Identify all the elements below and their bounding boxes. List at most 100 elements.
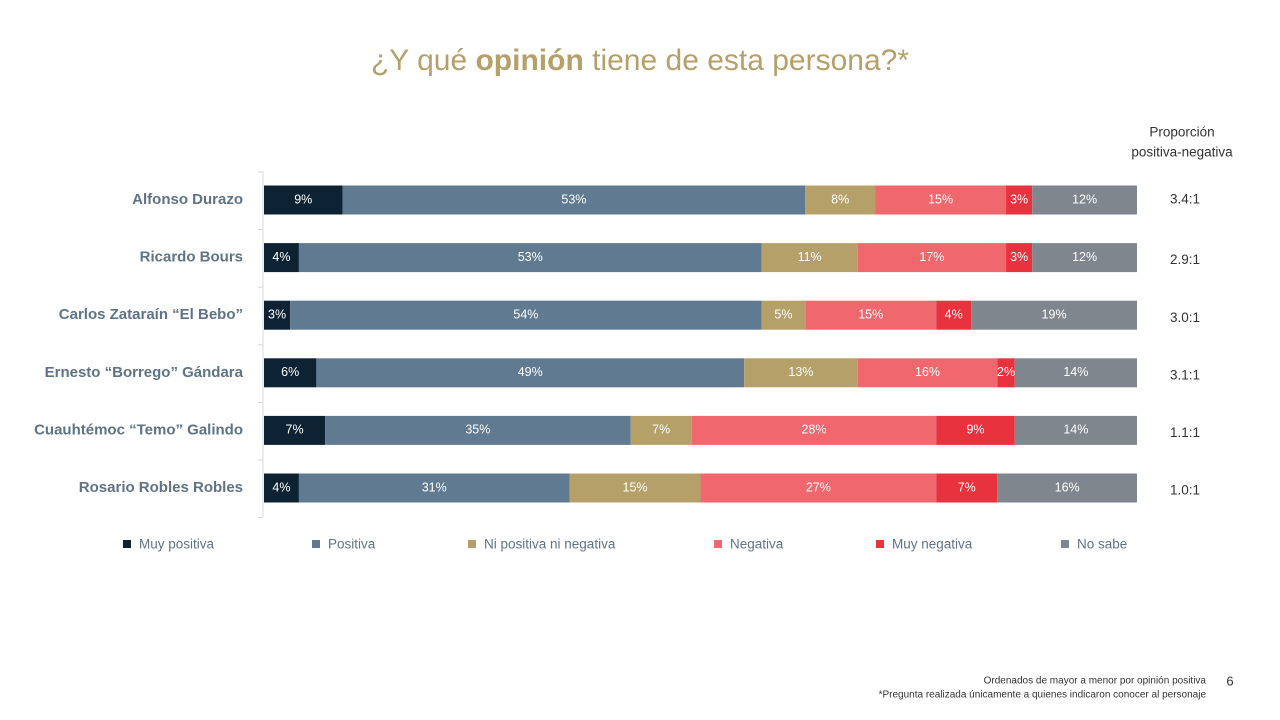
bar-segment [1032, 243, 1137, 273]
bar-segment [997, 358, 1015, 388]
bar-segment [290, 300, 762, 330]
footnote: *Pregunta realizada únicamente a quienes… [879, 690, 1207, 701]
value-label: 19% [1042, 307, 1067, 321]
bar-segment [1014, 415, 1137, 445]
category-label: Ricardo Bours [140, 249, 243, 266]
bar-segment [630, 415, 692, 445]
bar-segment [264, 473, 299, 503]
bar-segment [264, 243, 299, 273]
bar-segment [805, 185, 876, 215]
legend-label: No sabe [1077, 537, 1127, 552]
bar-segment [298, 473, 570, 503]
value-label: 54% [513, 307, 538, 321]
bar-segment [298, 243, 762, 273]
legend-label: Ni positiva ni negativa [484, 537, 616, 552]
bar-segment [1006, 243, 1033, 273]
page-number: 6 [1226, 673, 1233, 688]
bar-segment [325, 415, 631, 445]
value-label: 4% [945, 307, 963, 321]
value-label: 14% [1063, 423, 1088, 437]
category-label: Rosario Robles Robles [79, 479, 243, 496]
bar-segment [936, 473, 998, 503]
ratio-value: 3.0:1 [1170, 310, 1200, 325]
bar-segment [264, 185, 343, 215]
value-label: 4% [272, 480, 290, 494]
value-label: 27% [806, 480, 831, 494]
value-label: 9% [966, 423, 984, 437]
value-label: 3% [1010, 192, 1028, 206]
value-label: 16% [1055, 480, 1080, 494]
value-label: 8% [831, 192, 849, 206]
category-label: Alfonso Durazo [132, 191, 243, 208]
bar-segment [342, 185, 806, 215]
value-label: 28% [801, 423, 826, 437]
value-label: 15% [928, 192, 953, 206]
bar-segment [971, 300, 1137, 330]
value-label: 7% [652, 423, 670, 437]
bar-segment [936, 415, 1015, 445]
legend-swatch [123, 540, 131, 548]
legend-swatch [468, 540, 476, 548]
title-bold: opinión [475, 44, 583, 77]
footnote: Ordenados de mayor a menor por opinión p… [984, 676, 1207, 687]
ratio-value: 3.4:1 [1170, 192, 1200, 207]
bar-segment [936, 300, 972, 330]
bar-segment [1014, 358, 1137, 388]
bar-segment [761, 243, 858, 273]
bar-segment [1032, 185, 1137, 215]
bar-segment [316, 358, 745, 388]
value-label: 31% [422, 480, 447, 494]
value-label: 2% [997, 365, 1015, 379]
bar-segment [1006, 185, 1033, 215]
category-label: Ernesto “Borrego” Gándara [45, 364, 244, 381]
legend-swatch [1061, 540, 1069, 548]
bar-segment [875, 185, 1007, 215]
value-label: 16% [915, 365, 940, 379]
value-label: 35% [465, 423, 490, 437]
legend-label: Positiva [328, 537, 376, 552]
ratio-value: 1.0:1 [1170, 483, 1200, 498]
value-label: 6% [281, 365, 299, 379]
ratio-value: 1.1:1 [1170, 425, 1200, 440]
bar-segment [691, 415, 937, 445]
bar-segment [857, 358, 998, 388]
category-label: Cuauhtémoc “Temo” Galindo [34, 421, 243, 438]
value-label: 9% [294, 192, 312, 206]
value-label: 7% [958, 480, 976, 494]
value-label: 7% [286, 423, 304, 437]
ratio-title: Proporción [1149, 125, 1214, 140]
bar-segment [857, 243, 1007, 273]
bar-segment [264, 300, 291, 330]
legend-swatch [312, 540, 320, 548]
value-label: 49% [518, 365, 543, 379]
chart-title: ¿Y qué opinión tiene de esta persona?* [371, 44, 909, 77]
value-label: 5% [774, 307, 792, 321]
bar-segment [805, 300, 937, 330]
value-label: 12% [1072, 250, 1097, 264]
value-label: 13% [788, 365, 813, 379]
title-part: ¿Y qué [371, 44, 476, 77]
value-label: 4% [272, 250, 290, 264]
value-label: 17% [919, 250, 944, 264]
bar-segment [264, 358, 317, 388]
value-label: 53% [561, 192, 586, 206]
bar-segment [997, 473, 1137, 503]
value-label: 15% [858, 307, 883, 321]
value-label: 15% [623, 480, 648, 494]
value-label: 3% [1010, 250, 1028, 264]
title-part: tiene de esta persona?* [584, 44, 910, 77]
value-label: 3% [268, 307, 286, 321]
legend-label: Negativa [730, 537, 784, 552]
legend-swatch [714, 540, 722, 548]
bar-segment [700, 473, 937, 503]
ratio-value: 3.1:1 [1170, 367, 1200, 382]
legend-label: Muy negativa [892, 537, 973, 552]
bar-segment [744, 358, 858, 388]
ratio-value: 2.9:1 [1170, 252, 1200, 267]
bar-segment [264, 415, 326, 445]
legend-label: Muy positiva [139, 537, 215, 552]
category-label: Carlos Zataraín “El Bebo” [59, 306, 243, 323]
bar-segment [569, 473, 701, 503]
value-label: 14% [1063, 365, 1088, 379]
